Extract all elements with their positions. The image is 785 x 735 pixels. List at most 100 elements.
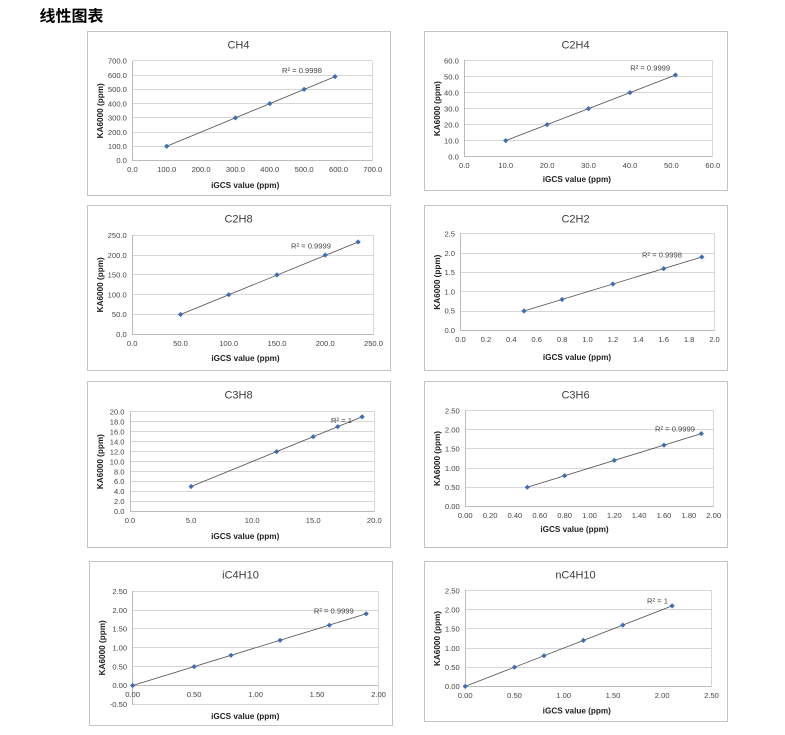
svg-text:CH4: CH4 bbox=[227, 39, 249, 51]
svg-text:0.0: 0.0 bbox=[455, 335, 466, 344]
svg-text:1.5: 1.5 bbox=[444, 268, 455, 277]
svg-text:iGCS value (ppm): iGCS value (ppm) bbox=[543, 353, 612, 362]
svg-text:2.50: 2.50 bbox=[704, 691, 719, 700]
svg-text:250.0: 250.0 bbox=[108, 231, 127, 240]
svg-text:0.50: 0.50 bbox=[187, 690, 202, 699]
svg-text:1.0: 1.0 bbox=[444, 287, 455, 296]
svg-text:iGCS value (ppm): iGCS value (ppm) bbox=[543, 175, 612, 184]
svg-text:500.0: 500.0 bbox=[108, 85, 127, 94]
svg-text:30.0: 30.0 bbox=[581, 161, 596, 170]
svg-text:iC4H10: iC4H10 bbox=[222, 569, 259, 581]
svg-text:1.80: 1.80 bbox=[682, 511, 697, 520]
svg-text:R² = 0.9998: R² = 0.9998 bbox=[642, 251, 682, 260]
svg-text:0.00: 0.00 bbox=[445, 682, 460, 691]
svg-text:KA6000 (ppm): KA6000 (ppm) bbox=[433, 611, 442, 666]
svg-text:40.0: 40.0 bbox=[623, 161, 638, 170]
svg-text:50.0: 50.0 bbox=[173, 339, 188, 348]
svg-text:500.0: 500.0 bbox=[295, 165, 314, 174]
svg-text:100.0: 100.0 bbox=[219, 339, 238, 348]
svg-text:2.0: 2.0 bbox=[444, 249, 455, 258]
svg-text:0.0: 0.0 bbox=[127, 165, 138, 174]
svg-text:400.0: 400.0 bbox=[260, 165, 279, 174]
svg-text:1.60: 1.60 bbox=[657, 511, 672, 520]
svg-text:2.50: 2.50 bbox=[445, 586, 460, 595]
svg-text:0.50: 0.50 bbox=[445, 663, 460, 672]
svg-text:0.20: 0.20 bbox=[483, 511, 498, 520]
svg-text:0.50: 0.50 bbox=[112, 662, 127, 671]
svg-text:600.0: 600.0 bbox=[329, 165, 348, 174]
svg-text:C2H8: C2H8 bbox=[224, 213, 252, 225]
svg-text:1.2: 1.2 bbox=[608, 335, 619, 344]
svg-text:KA6000 (ppm): KA6000 (ppm) bbox=[96, 83, 105, 138]
svg-text:700.0: 700.0 bbox=[363, 165, 382, 174]
svg-text:100.0: 100.0 bbox=[157, 165, 176, 174]
svg-text:1.00: 1.00 bbox=[248, 690, 263, 699]
svg-text:0.00: 0.00 bbox=[458, 691, 473, 700]
svg-text:0.0: 0.0 bbox=[125, 516, 136, 525]
svg-text:2.0: 2.0 bbox=[114, 497, 125, 506]
svg-text:0.00: 0.00 bbox=[112, 681, 127, 690]
svg-text:20.0: 20.0 bbox=[444, 120, 459, 129]
svg-text:40.0: 40.0 bbox=[444, 88, 459, 97]
svg-text:0.0: 0.0 bbox=[459, 161, 470, 170]
svg-text:2.00: 2.00 bbox=[445, 606, 460, 615]
svg-text:KA6000 (ppm): KA6000 (ppm) bbox=[98, 620, 107, 675]
svg-text:0.8: 0.8 bbox=[557, 335, 568, 344]
svg-text:100.0: 100.0 bbox=[108, 142, 127, 151]
svg-text:150.0: 150.0 bbox=[108, 271, 127, 280]
svg-text:2.00: 2.00 bbox=[655, 691, 670, 700]
svg-text:iGCS value (ppm): iGCS value (ppm) bbox=[211, 354, 280, 363]
svg-text:0.60: 0.60 bbox=[532, 511, 547, 520]
svg-text:1.4: 1.4 bbox=[633, 335, 644, 344]
svg-text:C2H2: C2H2 bbox=[561, 213, 589, 225]
svg-text:4.0: 4.0 bbox=[114, 487, 125, 496]
svg-text:6.0: 6.0 bbox=[114, 477, 125, 486]
svg-text:15.0: 15.0 bbox=[306, 516, 321, 525]
svg-text:2.00: 2.00 bbox=[706, 511, 721, 520]
svg-text:1.8: 1.8 bbox=[684, 335, 695, 344]
svg-text:2.50: 2.50 bbox=[445, 406, 460, 415]
svg-text:200.0: 200.0 bbox=[316, 339, 335, 348]
svg-text:1.20: 1.20 bbox=[607, 511, 622, 520]
svg-text:KA6000 (ppm): KA6000 (ppm) bbox=[96, 257, 105, 312]
svg-text:400.0: 400.0 bbox=[108, 99, 127, 108]
svg-text:250.0: 250.0 bbox=[364, 339, 383, 348]
svg-text:R² = 0.9999: R² = 0.9999 bbox=[291, 242, 331, 251]
svg-text:2.00: 2.00 bbox=[371, 690, 386, 699]
svg-text:0.0: 0.0 bbox=[448, 152, 459, 161]
svg-text:700.0: 700.0 bbox=[108, 57, 127, 66]
svg-text:R² = 0.9998: R² = 0.9998 bbox=[282, 66, 322, 75]
svg-text:60.0: 60.0 bbox=[444, 56, 459, 65]
svg-text:50.0: 50.0 bbox=[444, 72, 459, 81]
svg-text:150.0: 150.0 bbox=[267, 339, 286, 348]
svg-text:1.0: 1.0 bbox=[582, 335, 593, 344]
svg-text:300.0: 300.0 bbox=[226, 165, 245, 174]
svg-text:1.00: 1.00 bbox=[445, 464, 460, 473]
svg-text:0.00: 0.00 bbox=[458, 511, 473, 520]
svg-text:16.0: 16.0 bbox=[110, 427, 125, 436]
svg-text:200.0: 200.0 bbox=[108, 251, 127, 260]
svg-text:2.50: 2.50 bbox=[112, 587, 127, 596]
svg-text:1.00: 1.00 bbox=[582, 511, 597, 520]
svg-text:1.00: 1.00 bbox=[112, 644, 127, 653]
svg-text:nC4H10: nC4H10 bbox=[555, 569, 595, 581]
svg-text:1.50: 1.50 bbox=[606, 691, 621, 700]
svg-text:1.50: 1.50 bbox=[310, 690, 325, 699]
svg-text:20.0: 20.0 bbox=[110, 408, 125, 417]
svg-text:18.0: 18.0 bbox=[110, 418, 125, 427]
svg-text:iGCS value (ppm): iGCS value (ppm) bbox=[540, 525, 609, 534]
svg-text:KA6000 (ppm): KA6000 (ppm) bbox=[96, 434, 105, 489]
svg-text:8.0: 8.0 bbox=[114, 467, 125, 476]
svg-text:2.00: 2.00 bbox=[445, 426, 460, 435]
svg-text:0.2: 0.2 bbox=[481, 335, 492, 344]
svg-text:14.0: 14.0 bbox=[110, 437, 125, 446]
svg-text:2.0: 2.0 bbox=[709, 335, 720, 344]
svg-text:R² = 0.9999: R² = 0.9999 bbox=[630, 64, 670, 73]
svg-text:0.0: 0.0 bbox=[116, 156, 127, 165]
svg-text:0.0: 0.0 bbox=[127, 339, 138, 348]
svg-text:10.0: 10.0 bbox=[498, 161, 513, 170]
svg-text:600.0: 600.0 bbox=[108, 71, 127, 80]
svg-text:1.50: 1.50 bbox=[445, 445, 460, 454]
svg-text:0.5: 0.5 bbox=[444, 307, 455, 316]
svg-text:2.00: 2.00 bbox=[112, 606, 127, 615]
